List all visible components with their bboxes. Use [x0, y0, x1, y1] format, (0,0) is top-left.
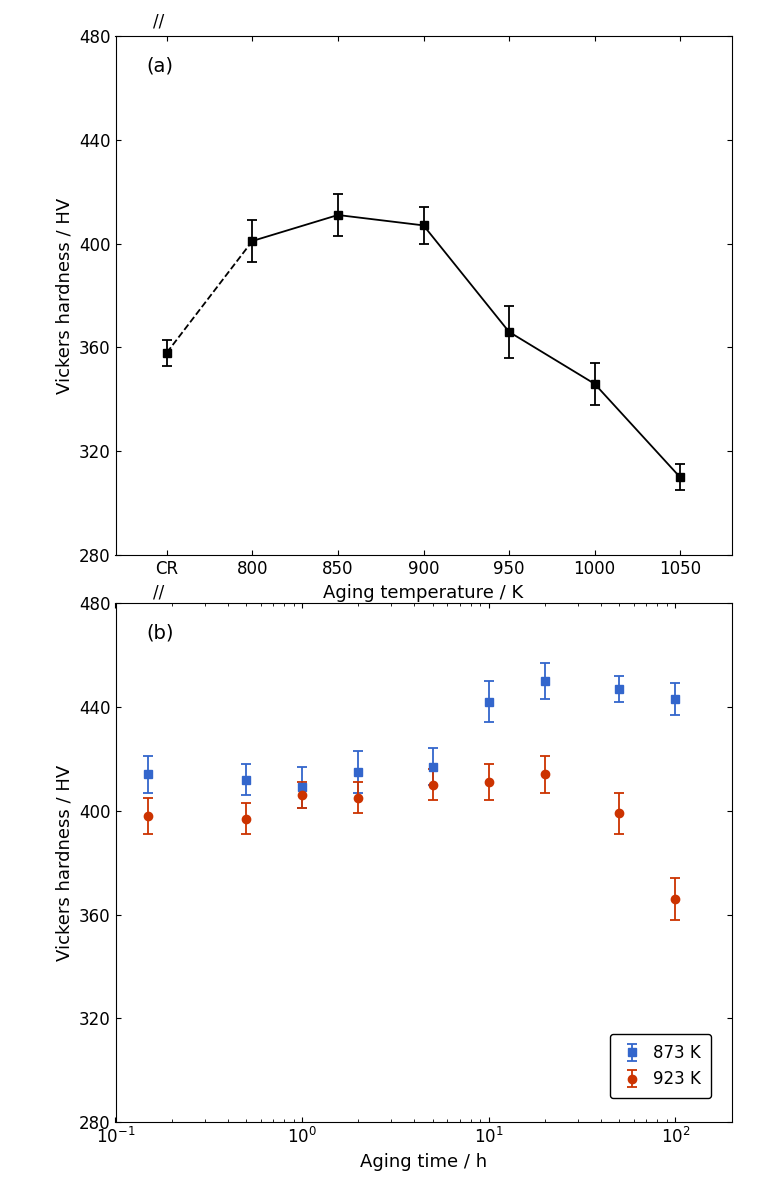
X-axis label: Aging temperature / K: Aging temperature / K [323, 584, 524, 602]
Legend: 873 K, 923 K: 873 K, 923 K [610, 1034, 711, 1098]
Text: //: // [152, 13, 164, 31]
Text: //: // [152, 584, 164, 602]
Y-axis label: Vickers hardness / HV: Vickers hardness / HV [55, 197, 73, 394]
Text: (b): (b) [146, 623, 174, 642]
Y-axis label: Vickers hardness / HV: Vickers hardness / HV [55, 764, 73, 961]
X-axis label: Aging time / h: Aging time / h [360, 1153, 487, 1171]
Text: (a): (a) [146, 56, 173, 75]
